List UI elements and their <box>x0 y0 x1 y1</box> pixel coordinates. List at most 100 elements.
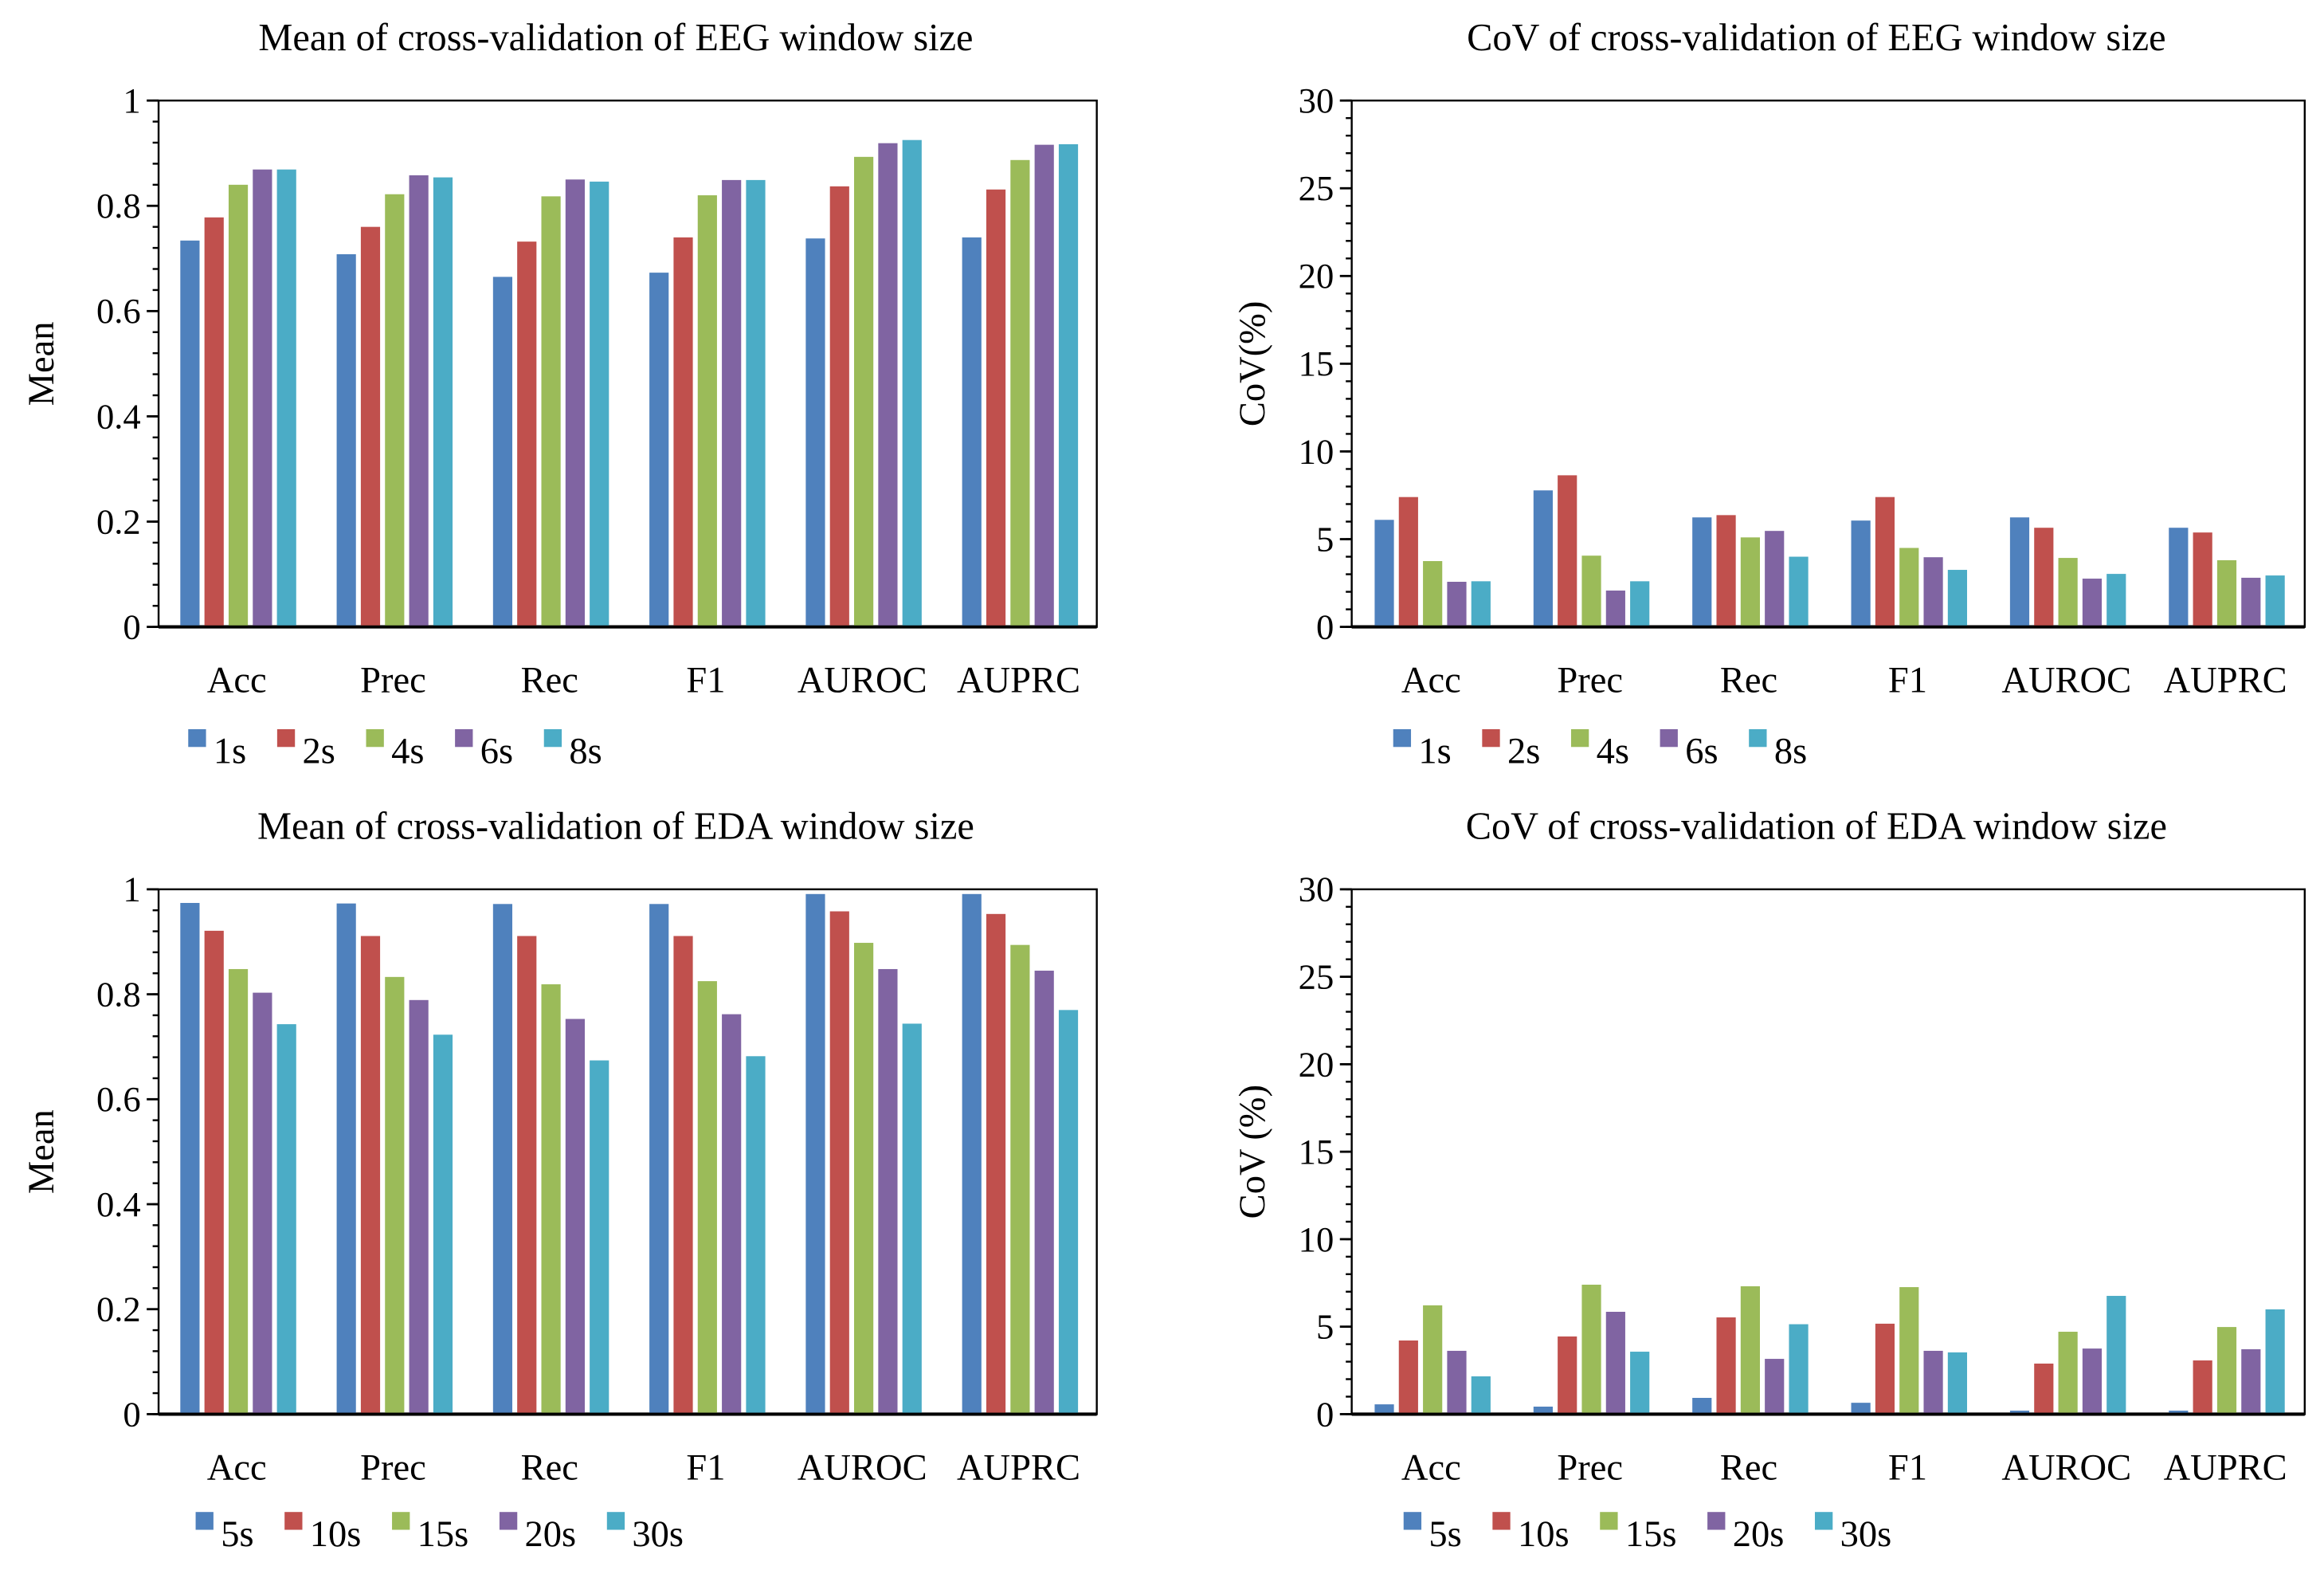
bar-5s-Prec <box>336 903 356 1413</box>
bar-6s-Prec <box>409 175 429 626</box>
bar-1s-Rec <box>492 277 513 626</box>
x-tick-label: Acc <box>207 660 267 701</box>
bar-2s-Rec <box>1716 515 1736 626</box>
bar-20s-F1 <box>1923 1350 1943 1413</box>
y-tick-label: 0.6 <box>96 1079 141 1119</box>
bar-1s-Rec <box>1692 517 1712 626</box>
bar-20s-Acc <box>1447 1350 1467 1413</box>
y-tick-label: 20 <box>1299 1044 1334 1084</box>
plot-frame <box>157 99 1098 628</box>
bar-2s-AUROC <box>2034 528 2054 626</box>
bar-30s-Acc <box>1471 1376 1491 1413</box>
bar-1s-F1 <box>649 273 669 626</box>
y-tick-label: 0.4 <box>96 396 141 436</box>
bar-15s-AUPRC <box>1010 944 1030 1413</box>
legend-swatch <box>392 1512 410 1530</box>
x-tick-label: AUROC <box>798 660 927 701</box>
bar-20s-Rec <box>1765 1359 1785 1413</box>
chart-4: CoV of cross-validation of EDA window si… <box>1233 806 2306 1555</box>
bar-4s-Prec <box>385 194 405 626</box>
bar-4s-Acc <box>228 184 249 626</box>
bar-1s-Acc <box>1374 520 1394 626</box>
bar-30s-Rec <box>590 1060 609 1413</box>
y-tick-label: 30 <box>1299 869 1334 909</box>
bar-6s-AUPRC <box>2241 577 2261 626</box>
bar-6s-F1 <box>1923 557 1943 626</box>
legend-item: 2s <box>1482 728 1540 772</box>
chart-3: Mean of cross-validation of EDA window s… <box>22 806 1098 1555</box>
legend-label: 6s <box>480 732 513 772</box>
bar-4s-Prec <box>1581 555 1601 626</box>
x-tick-label: F1 <box>686 660 725 701</box>
bar-2s-Rec <box>517 241 537 626</box>
bar-10s-Prec <box>1558 1336 1577 1413</box>
chart-title: Mean of cross-validation of EDA window s… <box>257 806 974 848</box>
x-tick-label: AUPRC <box>2164 1447 2287 1488</box>
legend-item: 6s <box>455 728 513 772</box>
bar-15s-F1 <box>1899 1287 1919 1413</box>
legend-item: 8s <box>1749 728 1807 772</box>
bar-30s-AUPRC <box>2265 1309 2285 1413</box>
legend-label: 8s <box>569 732 602 772</box>
y-tick-label: 1 <box>123 80 140 120</box>
legend-swatch <box>1600 1512 1618 1530</box>
bar-15s-F1 <box>697 981 717 1413</box>
x-tick-label: AUPRC <box>957 660 1080 701</box>
legend-swatch <box>1403 1512 1422 1530</box>
bar-5s-Rec <box>492 904 513 1413</box>
legend-swatch <box>1570 728 1589 748</box>
legend-swatch <box>276 728 296 748</box>
y-tick-label: 30 <box>1299 80 1334 120</box>
legend-item: 20s <box>1707 1512 1784 1555</box>
bar-6s-Prec <box>1605 591 1625 626</box>
y-tick-label: 0.8 <box>96 186 141 226</box>
bar-10s-AUPRC <box>2193 1360 2212 1413</box>
x-tick-label: Acc <box>207 1447 267 1488</box>
x-tick-label: F1 <box>1888 1447 1927 1488</box>
y-axis-label: CoV (%) <box>1233 1085 1273 1219</box>
chart-title: Mean of cross-validation of EEG window s… <box>258 17 973 59</box>
y-tick-label: 0 <box>1316 1394 1334 1434</box>
bar-30s-Prec <box>1630 1352 1650 1413</box>
bar-6s-AUPRC <box>1034 144 1054 626</box>
legend-item: 20s <box>499 1512 576 1555</box>
legend-swatch <box>1749 728 1767 748</box>
bar-15s-AUROC <box>2058 1332 2078 1413</box>
legend-swatch <box>455 728 473 748</box>
bar-20s-F1 <box>722 1014 742 1413</box>
y-tick-label: 15 <box>1299 1132 1334 1172</box>
bar-15s-AUROC <box>854 943 874 1413</box>
bar-10s-Rec <box>517 936 537 1413</box>
x-tick-label: F1 <box>686 1447 725 1488</box>
legend-label: 15s <box>417 1514 469 1555</box>
bar-4s-AUROC <box>2058 558 2078 626</box>
bar-4s-AUPRC <box>1010 159 1030 626</box>
bar-5s-AUROC <box>2009 1411 2030 1413</box>
x-tick-label: Rec <box>521 1447 578 1488</box>
bar-2s-AUPRC <box>2193 532 2212 626</box>
x-tick-label: Prec <box>360 660 426 701</box>
chart-title: CoV of cross-validation of EDA window si… <box>1466 806 2167 848</box>
chart-1: Mean of cross-validation of EEG window s… <box>22 17 1098 772</box>
bar-30s-Rec <box>1789 1324 1809 1413</box>
bar-10s-Acc <box>1398 1340 1418 1413</box>
x-tick-label: Prec <box>1557 660 1623 701</box>
x-tick-label: Prec <box>1557 1447 1623 1488</box>
bar-1s-Acc <box>180 240 200 626</box>
bar-20s-Prec <box>409 999 429 1413</box>
legend-item: 30s <box>606 1512 684 1555</box>
bar-6s-Rec <box>565 179 585 626</box>
bar-8s-Prec <box>433 177 453 626</box>
plot-frame <box>1350 888 2306 1415</box>
bar-8s-AUPRC <box>2265 575 2285 626</box>
bar-30s-F1 <box>746 1056 766 1413</box>
bar-2s-AUPRC <box>986 189 1006 626</box>
y-tick-label: 0 <box>123 606 140 646</box>
bar-5s-Acc <box>180 902 200 1413</box>
y-axis-label: Mean <box>22 321 62 406</box>
legend-item: 4s <box>366 728 424 772</box>
legend-item: 4s <box>1570 728 1629 772</box>
bar-4s-AUROC <box>854 156 874 626</box>
bar-5s-AUROC <box>805 893 825 1413</box>
